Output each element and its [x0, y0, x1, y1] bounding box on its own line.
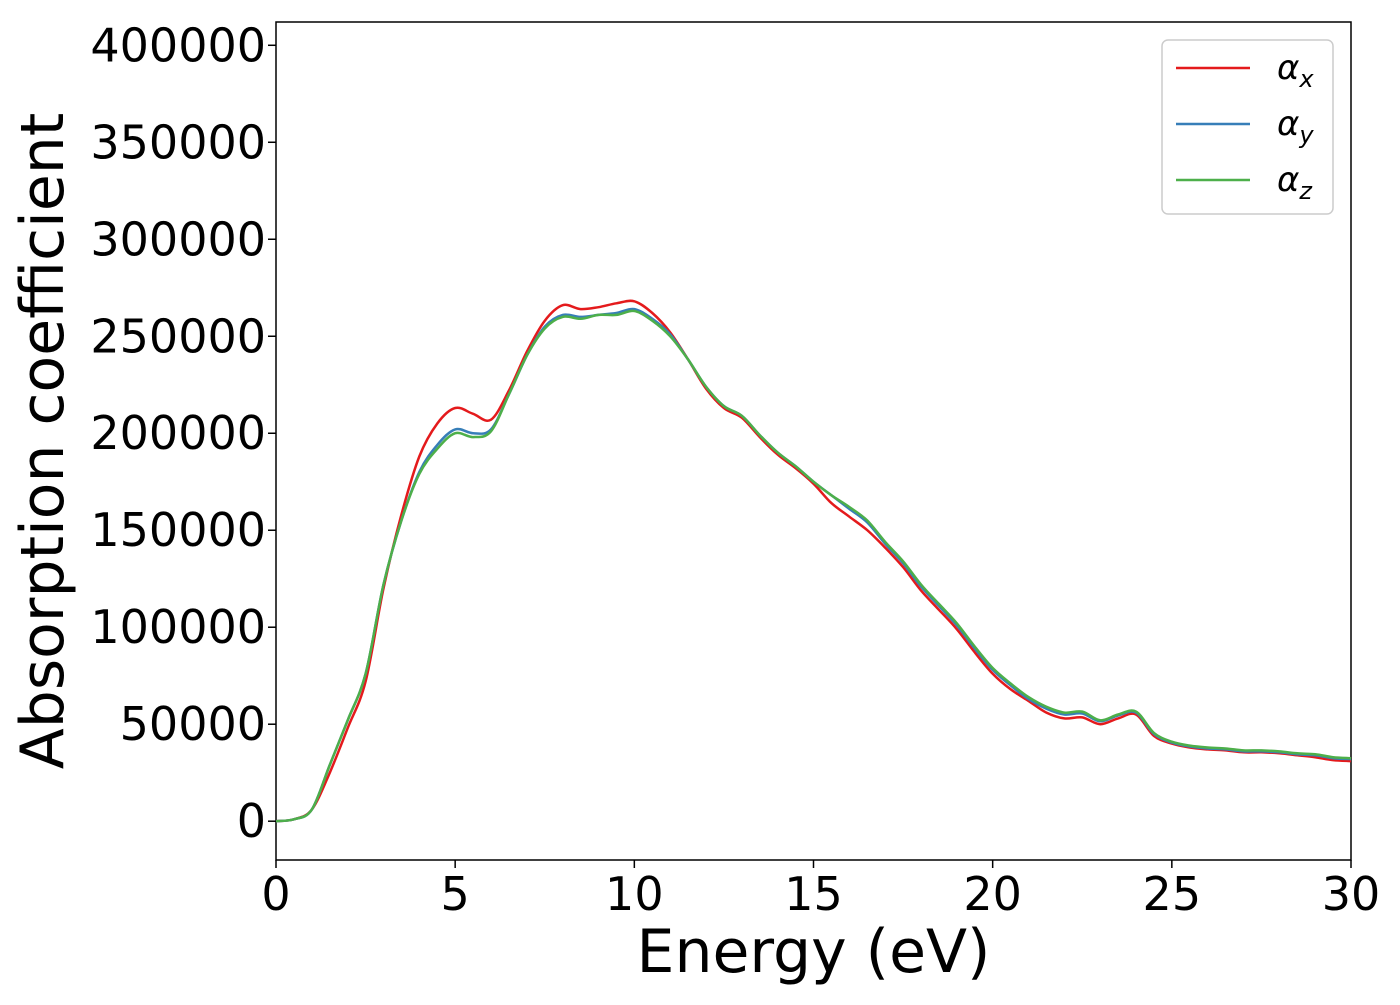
x-tick-label: 15	[784, 867, 843, 921]
series-line-2	[275, 309, 1352, 823]
legend-box	[1161, 39, 1334, 215]
y-tick-label: 0	[237, 794, 266, 848]
x-tick-label: 0	[261, 867, 290, 921]
legend-label-y: αy	[1277, 104, 1314, 149]
y-axis-label: Absorption coefficient	[8, 113, 78, 770]
y-tick-label: 350000	[90, 115, 266, 169]
series-layer	[275, 299, 1352, 823]
x-tick-label: 30	[1322, 867, 1381, 921]
y-tick-label: 100000	[90, 600, 266, 654]
x-tick-label: 5	[441, 867, 470, 921]
y-tick-label: 200000	[90, 406, 266, 460]
x-tick-label: 10	[605, 867, 664, 921]
x-tick-label: 25	[1143, 867, 1202, 921]
x-tick-label: 20	[963, 867, 1022, 921]
y-tick-label: 50000	[120, 697, 266, 751]
y-tick-label: 250000	[90, 309, 266, 363]
y-tick-label: 300000	[90, 212, 266, 266]
y-tick-label: 150000	[90, 503, 266, 557]
y-axis-ticks: 0 50000 100000 150000 200000 250000 300000 3500…	[90, 18, 276, 848]
y-tick-label: 400000	[90, 18, 266, 72]
x-axis-label: Energy (eV)	[637, 917, 991, 987]
x-axis-ticks: 0 5 10 15 20 25 30	[261, 860, 1380, 921]
